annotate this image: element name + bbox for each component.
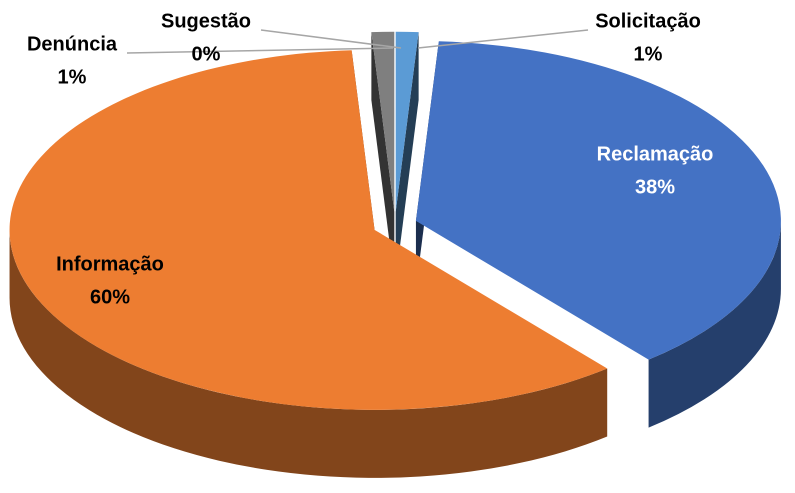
leader-line xyxy=(260,29,402,49)
category-label: Informação xyxy=(56,253,164,275)
slice-wall xyxy=(371,32,395,280)
slice-wall xyxy=(395,32,419,280)
category-label: Denúncia xyxy=(27,33,118,55)
value-label: 1% xyxy=(634,43,663,65)
slice-side xyxy=(648,220,781,428)
slice-top xyxy=(371,31,395,212)
value-label: 60% xyxy=(90,286,130,308)
leader-line xyxy=(126,47,394,54)
slice-top xyxy=(395,31,419,212)
value-label: 0% xyxy=(192,43,221,65)
value-label: 38% xyxy=(635,176,675,198)
value-label: 1% xyxy=(58,66,87,88)
slice-top xyxy=(9,50,608,410)
leader-line xyxy=(417,29,589,49)
slice-top xyxy=(415,41,781,360)
category-label: Reclamação xyxy=(597,143,714,165)
category-label: Sugestão xyxy=(161,10,251,32)
category-label: Solicitação xyxy=(595,10,701,32)
slice-side xyxy=(9,229,608,478)
